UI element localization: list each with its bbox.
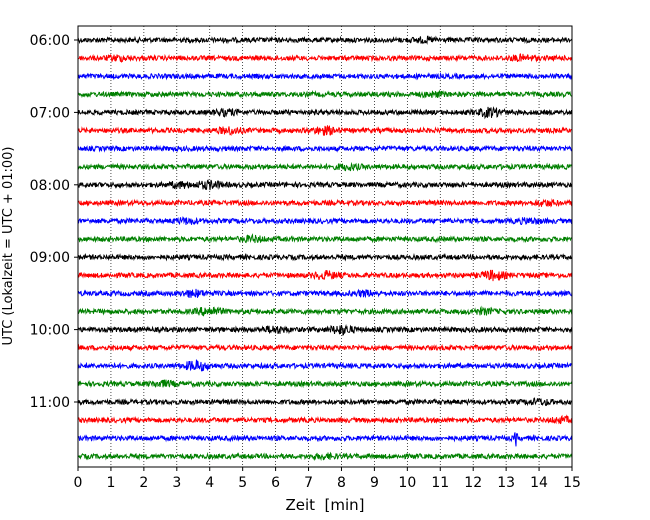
trace-row	[77, 432, 573, 447]
plot-frame	[77, 25, 573, 468]
x-tick-label: 2	[139, 475, 148, 491]
trace-row	[77, 161, 573, 172]
trace-row	[77, 144, 573, 153]
x-axis-label: Zeit [min]	[285, 496, 364, 514]
trace-row	[77, 71, 573, 81]
x-tick-label: 5	[238, 475, 247, 491]
y-tick-label: 08:00	[30, 178, 70, 194]
x-tick-label: 0	[74, 475, 83, 491]
x-tick-label: 14	[530, 475, 548, 491]
x-tick-label: 10	[398, 475, 416, 491]
trace-row	[77, 198, 573, 208]
y-axis-label: UTC (Lokalzeit = UTC + 01:00)	[1, 147, 16, 346]
x-tick-label: 7	[304, 475, 313, 491]
trace-row	[77, 106, 573, 120]
x-tick-label: 15	[563, 475, 581, 491]
trace-row	[77, 379, 573, 389]
seismic-traces	[77, 35, 573, 462]
trace-row	[77, 414, 573, 425]
y-tick-label: 07:00	[30, 105, 70, 121]
x-tick-label: 6	[271, 475, 280, 491]
y-tick-label: 06:00	[30, 33, 70, 49]
trace-row	[77, 233, 573, 244]
trace-row	[77, 252, 573, 262]
trace-row	[77, 124, 573, 137]
trace-row	[77, 397, 573, 407]
x-tick-label: 13	[497, 475, 515, 491]
y-tick-label: 11:00	[30, 395, 70, 411]
trace-row	[77, 216, 573, 226]
trace-row	[77, 35, 573, 45]
x-tick-label: 11	[431, 475, 449, 491]
y-tick-label: 09:00	[30, 250, 70, 266]
x-tick-label: 1	[106, 475, 115, 491]
trace-row	[77, 179, 573, 191]
trace-row	[77, 305, 573, 317]
trace-row	[77, 343, 573, 352]
trace-row	[77, 89, 573, 99]
x-tick-label: 12	[464, 475, 482, 491]
trace-row	[77, 451, 573, 462]
x-tick-label: 8	[337, 475, 346, 491]
x-tick-label: 9	[370, 475, 379, 491]
trace-row	[77, 288, 573, 299]
x-axis-ticks: 0 1 2 3 4 5 6 7 8 9 10 11 12 13 14 15	[74, 467, 581, 491]
y-tick-label: 10:00	[30, 323, 70, 339]
trace-row	[77, 359, 573, 372]
trace-row	[77, 269, 573, 282]
trace-row	[77, 324, 573, 336]
x-tick-label: 3	[172, 475, 181, 491]
y-axis-ticks: 06:00 07:00 08:00 09:00 10:00 11:00	[30, 33, 78, 411]
trace-row	[77, 53, 573, 63]
x-tick-label: 4	[205, 475, 214, 491]
